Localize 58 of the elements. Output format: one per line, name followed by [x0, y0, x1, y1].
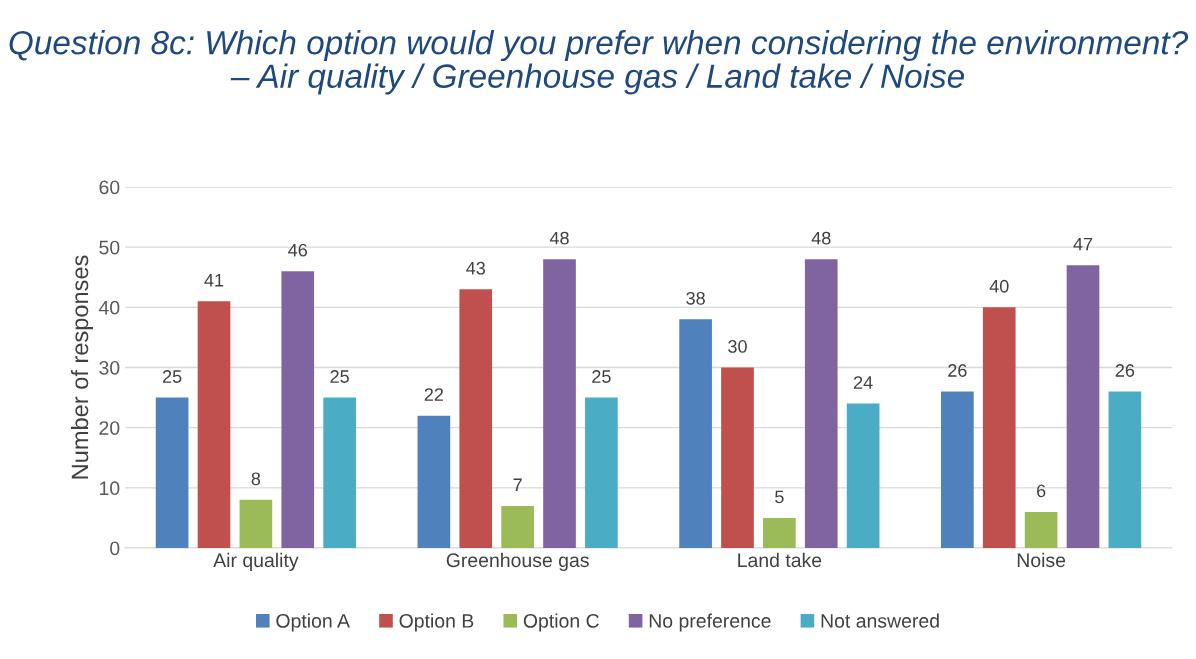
data-label: 5	[775, 490, 784, 504]
data-label: 38	[686, 291, 705, 305]
data-label: 8	[251, 472, 261, 486]
bar	[679, 319, 712, 548]
y-tick-label: 50	[99, 240, 120, 255]
data-label: 41	[204, 274, 224, 287]
bar	[1024, 511, 1058, 548]
legend-label: Not answered	[821, 613, 939, 628]
legend-label: No preference	[649, 613, 771, 632]
bar	[543, 259, 576, 548]
data-label: 24	[854, 376, 873, 389]
data-label: 25	[162, 370, 182, 383]
bar	[585, 397, 618, 548]
bar	[239, 499, 273, 548]
data-label: 26	[948, 364, 967, 377]
data-label: 48	[811, 231, 831, 245]
y-tick-label: 10	[100, 481, 120, 496]
data-label: 47	[1073, 237, 1093, 251]
bar	[155, 397, 189, 548]
bar	[197, 301, 231, 548]
y-tick-label: 40	[98, 300, 120, 315]
x-tick-label: Noise	[1017, 552, 1066, 568]
data-label: 25	[592, 370, 611, 383]
data-label: 6	[1037, 484, 1046, 498]
bar	[846, 403, 880, 548]
bar	[763, 517, 796, 548]
x-tick-label: Land take	[738, 552, 822, 568]
data-label: 22	[424, 388, 443, 401]
bar	[721, 367, 754, 548]
x-tick-label: Air quality	[213, 552, 299, 571]
data-label: 46	[288, 243, 307, 257]
bar	[281, 271, 315, 548]
y-tick-label: 60	[99, 180, 120, 195]
chart-title: Question 8c: Which option would you prefer when considering the environment? – Air quality / Greenhouse gas / Land take / Noise	[9, 30, 1189, 95]
data-label: 25	[330, 370, 349, 383]
bar	[1108, 391, 1142, 548]
y-axis-title: Number of responses	[70, 255, 93, 479]
bar	[323, 397, 356, 548]
bar	[417, 415, 451, 548]
y-tick-label: 0	[110, 541, 120, 556]
x-tick-label: Greenhouse gas	[446, 552, 589, 571]
y-tick-label: 30	[99, 360, 120, 375]
data-label: 40	[989, 279, 1009, 293]
bar	[459, 289, 493, 548]
data-label: 26	[1115, 364, 1135, 377]
data-label: 48	[549, 231, 569, 245]
bar	[941, 391, 974, 548]
data-label: 7	[513, 478, 522, 492]
legend-label: Option A	[276, 613, 350, 632]
data-label: 30	[728, 340, 747, 353]
legend-label: Option B	[399, 613, 474, 632]
data-label: 43	[466, 261, 485, 275]
bar	[982, 307, 1016, 548]
legend-label: Option C	[523, 613, 599, 632]
bar	[804, 259, 838, 548]
bar	[1066, 265, 1100, 548]
y-tick-label: 20	[99, 421, 120, 435]
bar	[501, 505, 534, 548]
